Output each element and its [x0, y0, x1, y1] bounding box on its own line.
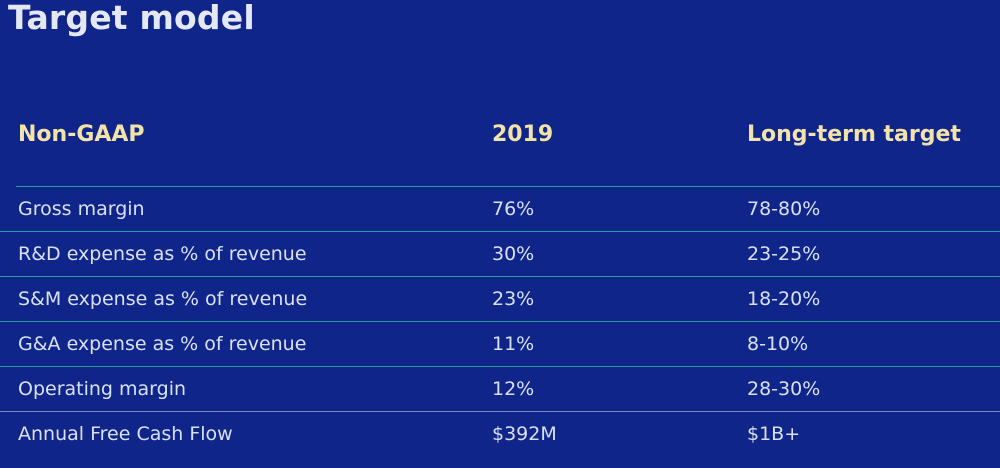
- row-label: R&D expense as % of revenue: [18, 243, 307, 265]
- row-value-2019: 76%: [492, 198, 535, 220]
- row-value-target: 18-20%: [747, 288, 821, 310]
- row-value-2019: 30%: [492, 243, 535, 265]
- header-metric: Non-GAAP: [18, 122, 145, 147]
- row-value-target: 8-10%: [747, 333, 809, 355]
- row-label: Gross margin: [18, 198, 145, 220]
- table-row: Gross margin 76% 78-80%: [16, 186, 1000, 231]
- table-body: Gross margin 76% 78-80% R&D expense as %…: [0, 186, 1000, 456]
- table-row: R&D expense as % of revenue 30% 23-25%: [0, 231, 1000, 276]
- row-value-2019: 23%: [492, 288, 535, 310]
- row-value-2019: 11%: [492, 333, 535, 355]
- table-row: S&M expense as % of revenue 23% 18-20%: [0, 276, 1000, 321]
- table-row: G&A expense as % of revenue 11% 8-10%: [0, 321, 1000, 366]
- row-value-target: 78-80%: [747, 198, 821, 220]
- row-value-target: $1B+: [747, 423, 801, 445]
- row-label: G&A expense as % of revenue: [18, 333, 307, 355]
- page-title: Target model: [8, 0, 255, 37]
- row-value-2019: $392M: [492, 423, 557, 445]
- row-value-2019: 12%: [492, 378, 535, 400]
- row-label: S&M expense as % of revenue: [18, 288, 308, 310]
- row-value-target: 23-25%: [747, 243, 821, 265]
- row-value-target: 28-30%: [747, 378, 821, 400]
- header-2019: 2019: [492, 122, 554, 147]
- table-row: Annual Free Cash Flow $392M $1B+: [0, 411, 1000, 456]
- table-header: Non-GAAP 2019 Long-term target: [0, 118, 1000, 158]
- table-row: Operating margin 12% 28-30%: [0, 366, 1000, 411]
- row-label: Operating margin: [18, 378, 187, 400]
- header-long-term-target: Long-term target: [747, 122, 961, 147]
- row-label: Annual Free Cash Flow: [18, 423, 233, 445]
